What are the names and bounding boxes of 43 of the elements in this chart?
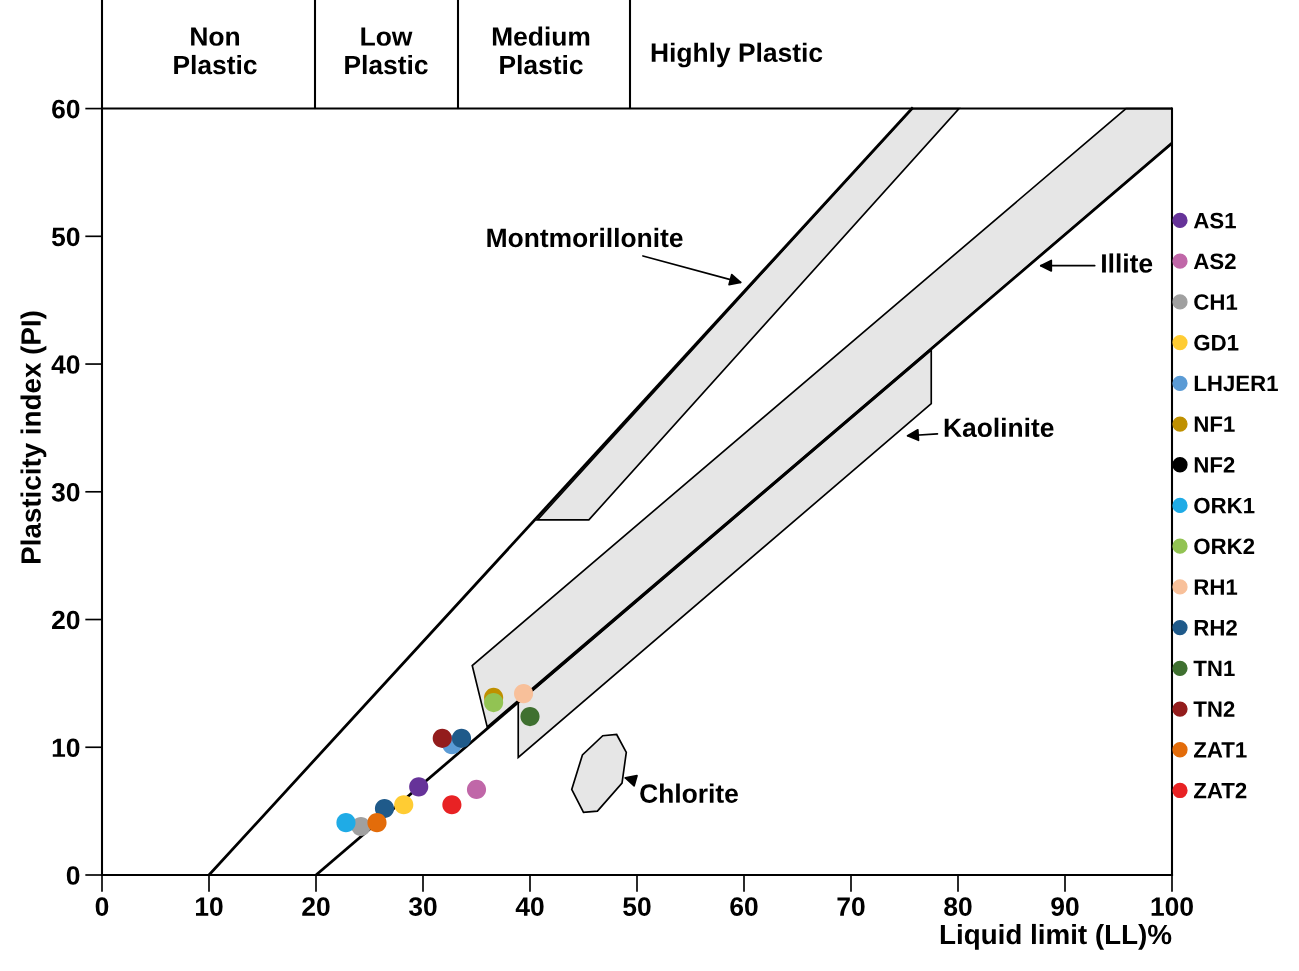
x-tick-label: 100 <box>1151 897 1193 916</box>
annotation: Kaolinite <box>944 417 1054 438</box>
legend-label: CH1 <box>1194 294 1238 310</box>
legend-label: RH1 <box>1194 579 1238 595</box>
annotation: Non Plastic <box>174 27 257 75</box>
legend-label: TN2 <box>1193 701 1235 717</box>
y-tick-label: 50 <box>51 227 80 247</box>
legend-label: ORK2 <box>1194 538 1255 555</box>
y-tick-label: 0 <box>66 866 80 885</box>
annotation: Medium Plastic <box>492 26 590 75</box>
annotation: Highly Plastic <box>651 42 823 68</box>
legend-label: AS1 <box>1193 212 1236 229</box>
legend-label: TN1 <box>1193 660 1235 677</box>
x-tick-label: 20 <box>302 897 330 916</box>
x-tick-label: 50 <box>623 897 651 916</box>
legend-label: ZAT1 <box>1193 742 1247 758</box>
annotation: Illite <box>1102 253 1153 273</box>
x-tick-label: 70 <box>837 897 865 916</box>
annotation: Chlorite <box>640 783 738 803</box>
annotation: Low Plastic <box>345 27 428 75</box>
legend-label: NF2 <box>1194 457 1235 473</box>
y-tick-label: 40 <box>51 355 80 374</box>
x-tick-label: 10 <box>195 897 223 916</box>
legend-label: LHJER1 <box>1194 375 1278 392</box>
x-tick-label: 40 <box>515 897 544 916</box>
y-axis-title: Plasticity index (PI) <box>20 311 47 563</box>
y-tick-label: 20 <box>52 610 80 630</box>
x-axis-title: Liquid limit (LL)% <box>940 923 1172 950</box>
legend-label: GD1 <box>1194 334 1239 351</box>
y-tick-label: 60 <box>52 99 80 119</box>
legend-label: ZAT2 <box>1193 782 1247 799</box>
legend-label: NF1 <box>1194 416 1235 432</box>
x-tick-label: 80 <box>944 897 972 916</box>
x-tick-label: 90 <box>1051 897 1079 916</box>
y-tick-label: 10 <box>52 738 80 758</box>
x-tick-label: 0 <box>95 897 109 916</box>
legend-label: ORK1 <box>1194 497 1255 514</box>
x-tick-label: 30 <box>408 897 437 916</box>
annotation: Montmorillonite <box>487 227 683 248</box>
legend-label: RH2 <box>1194 619 1237 636</box>
legend-label: AS2 <box>1193 253 1236 270</box>
x-tick-label: 60 <box>730 897 758 916</box>
y-tick-label: 30 <box>51 482 80 502</box>
